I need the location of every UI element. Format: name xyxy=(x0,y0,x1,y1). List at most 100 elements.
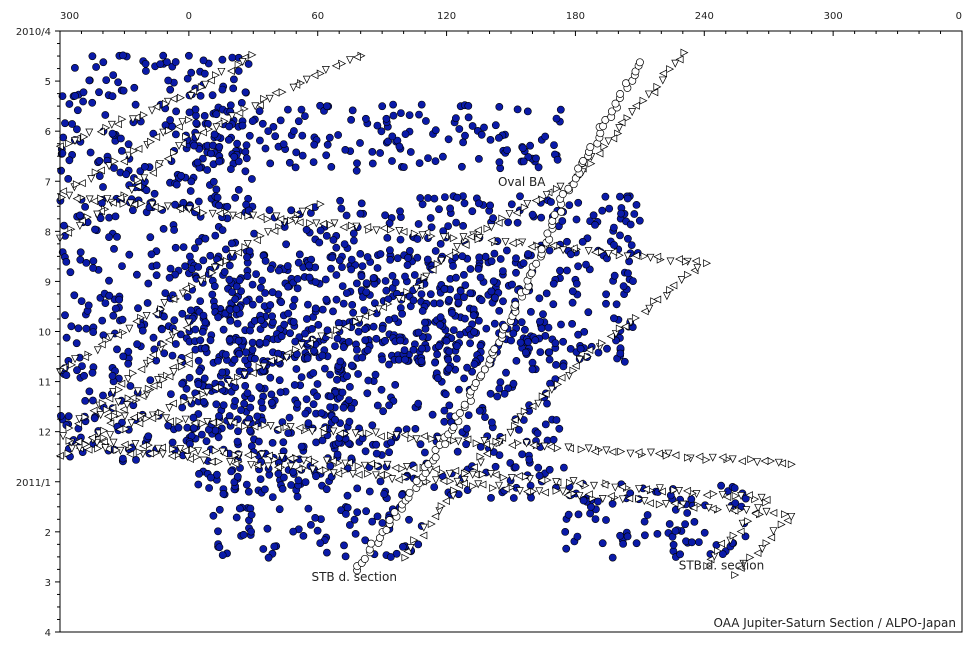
spot-point xyxy=(306,521,315,529)
spot-point xyxy=(495,306,504,315)
stb-triangle-point xyxy=(70,137,79,145)
stb-triangle-point xyxy=(618,482,627,491)
stb-triangle-point xyxy=(507,474,516,483)
stb-triangle-point xyxy=(554,380,563,389)
spot-point xyxy=(309,369,318,377)
stb-triangle-point xyxy=(781,510,789,519)
spot-point xyxy=(688,538,696,547)
spot-point xyxy=(533,429,542,438)
spot-point xyxy=(254,437,263,446)
spot-point xyxy=(352,345,361,354)
stb-triangle-point xyxy=(723,493,732,501)
stb-triangle-point xyxy=(163,97,172,106)
stb-triangle-point xyxy=(540,442,549,451)
spot-point xyxy=(111,212,120,221)
stb-triangle-point xyxy=(769,508,778,517)
spot-point xyxy=(195,469,203,478)
spot-point xyxy=(416,440,425,449)
spot-point xyxy=(231,295,240,304)
stb-triangle-point xyxy=(228,211,237,220)
spot-point xyxy=(416,194,425,202)
spot-point xyxy=(86,148,95,157)
stb-triangle-point xyxy=(133,175,142,184)
stb-triangle-point xyxy=(787,460,796,469)
spot-point xyxy=(553,155,562,164)
spot-point xyxy=(436,239,445,248)
spot-point xyxy=(132,270,141,279)
stb-triangle-point xyxy=(354,462,363,471)
spot-point xyxy=(574,198,583,207)
spot-point xyxy=(284,309,293,318)
spot-point xyxy=(370,299,379,308)
stb-triangle-point xyxy=(333,326,342,335)
spot-point xyxy=(253,412,262,421)
annotation-label: STB d. section xyxy=(311,570,396,584)
spot-point xyxy=(552,114,561,123)
spot-point xyxy=(297,442,306,451)
stb-triangle-point xyxy=(360,312,369,321)
spot-point xyxy=(259,545,268,553)
stb-triangle-point xyxy=(159,340,168,349)
spot-point xyxy=(196,297,205,305)
stb-triangle-point xyxy=(150,202,159,211)
stb-triangle-point xyxy=(109,438,118,447)
stb-triangle-point xyxy=(260,421,269,430)
spot-point xyxy=(641,531,649,540)
spot-point xyxy=(214,313,222,322)
stb-triangle-point xyxy=(760,457,769,465)
spot-point xyxy=(373,512,382,521)
spot-point xyxy=(512,356,521,365)
spot-point xyxy=(695,538,703,546)
stb-triangle-point xyxy=(147,137,156,146)
stb-triangle-point xyxy=(184,359,193,368)
stb-triangle-point xyxy=(516,413,525,422)
spot-point xyxy=(466,339,474,348)
spot-point xyxy=(80,371,88,380)
stb-triangle-point xyxy=(207,457,216,466)
spot-point xyxy=(199,56,208,65)
spot-point xyxy=(194,197,203,206)
spot-point xyxy=(323,140,332,149)
spot-point xyxy=(282,240,290,249)
spot-point xyxy=(376,477,385,486)
spot-point xyxy=(196,336,205,345)
spot-point xyxy=(549,279,558,288)
stb-triangle-point xyxy=(251,102,260,111)
stb-triangle-point xyxy=(631,314,640,322)
stb-triangle-point xyxy=(329,469,338,478)
spot-point xyxy=(131,100,140,109)
spot-point xyxy=(119,352,128,361)
spot-point xyxy=(58,92,67,100)
stb-triangle-point xyxy=(645,304,654,313)
stb-triangle-point xyxy=(499,473,508,482)
stb-triangle-point xyxy=(286,454,295,463)
stb-triangle-point xyxy=(703,259,712,268)
spot-point xyxy=(276,116,285,125)
stb-triangle-point xyxy=(671,59,680,68)
stb-triangle-point xyxy=(552,486,561,495)
stb-triangle-point xyxy=(162,99,170,108)
stb-triangle-point xyxy=(666,257,675,266)
stb-triangle-point xyxy=(523,199,532,208)
stb-triangle-point xyxy=(127,419,136,428)
stb-triangle-point xyxy=(163,154,172,163)
stb-triangle-point xyxy=(368,308,377,317)
spot-point xyxy=(260,485,269,494)
spot-point xyxy=(264,553,273,562)
spot-point xyxy=(373,121,382,130)
stb-triangle-point xyxy=(302,75,311,84)
spot-point xyxy=(305,261,313,270)
spot-point xyxy=(258,276,266,285)
stb-triangle-point xyxy=(453,243,462,252)
spot-point xyxy=(361,336,370,345)
stb-triangle-point xyxy=(420,273,429,282)
stb-triangle-point xyxy=(626,449,635,458)
stb-triangle-point xyxy=(231,459,240,468)
spot-point xyxy=(568,298,577,307)
spot-point xyxy=(567,250,575,259)
spot-point xyxy=(353,159,361,168)
spot-point xyxy=(445,295,453,304)
spot-point xyxy=(414,540,423,549)
spot-point xyxy=(172,107,180,116)
spot-point xyxy=(434,342,443,351)
